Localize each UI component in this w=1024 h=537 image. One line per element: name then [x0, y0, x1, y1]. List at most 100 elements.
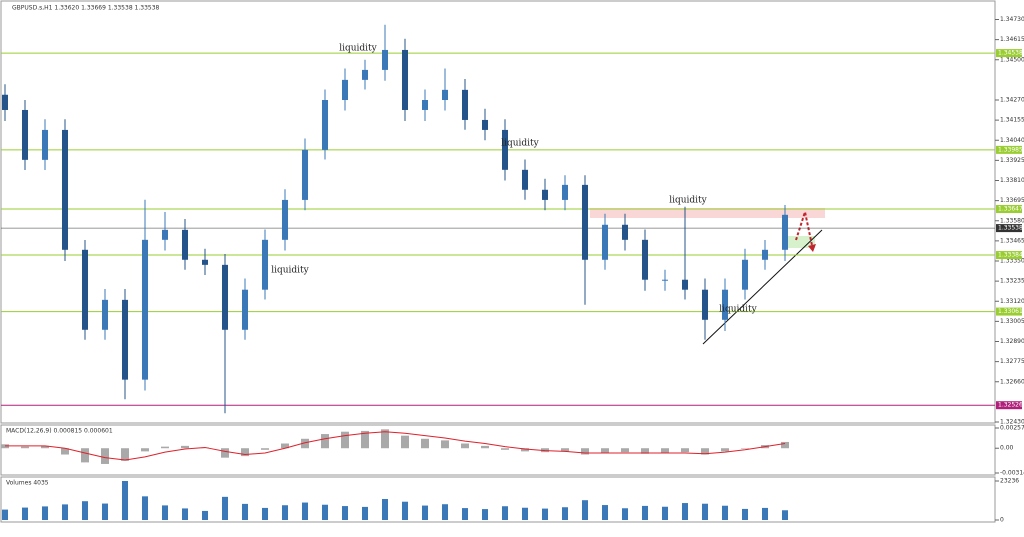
macd-bar	[41, 445, 49, 449]
macd-bar	[561, 448, 569, 452]
macd-bar	[181, 445, 189, 449]
macd-bar	[401, 435, 409, 449]
candle-body	[702, 289, 708, 320]
macd-bar	[521, 448, 529, 452]
supply-zone	[590, 208, 825, 218]
y-tick-label: 1.33925	[1000, 157, 1024, 164]
trend-line	[702, 229, 823, 345]
candle-body	[82, 249, 88, 330]
candle-body	[762, 249, 768, 260]
macd-bar	[321, 434, 329, 449]
y-tick-label: 0.002571	[1000, 425, 1024, 432]
macd-bar	[341, 431, 349, 449]
annotation: liquidity	[271, 266, 309, 276]
y-tick-label: 1.34155	[1000, 117, 1024, 124]
annotation: liquidity	[339, 44, 377, 54]
candle-body	[282, 199, 288, 240]
volume-bar	[202, 510, 208, 520]
volume-bar	[362, 506, 368, 520]
macd-bar	[21, 446, 29, 449]
y-tick-label: 1.32660	[1000, 378, 1024, 385]
y-tick-label: 1.34730	[1000, 16, 1024, 23]
macd-bar	[101, 448, 109, 464]
macd-bar	[641, 448, 649, 454]
annotation: liquidity	[719, 305, 757, 315]
volume-bar	[782, 510, 788, 520]
level-label-bg	[996, 205, 1022, 214]
candle-body	[462, 89, 468, 120]
candle-body	[682, 279, 688, 290]
macd-bar	[61, 448, 69, 455]
candle-body	[502, 129, 508, 170]
candle-body	[542, 189, 548, 200]
volume-bar	[482, 509, 488, 520]
volume-bar	[462, 508, 468, 520]
candle-body	[622, 224, 628, 240]
candle-body	[582, 184, 588, 260]
volume-bar	[82, 501, 88, 520]
level-label-bg	[996, 224, 1022, 233]
candle-body	[322, 100, 328, 150]
annotation: liquidity	[669, 196, 707, 206]
level-label-bg	[996, 251, 1022, 260]
y-tick-label: 1.33350	[1000, 258, 1024, 265]
volume-bar	[302, 502, 308, 520]
volume-bar	[522, 507, 528, 520]
candle-body	[562, 184, 568, 200]
macd-bar	[661, 448, 669, 453]
y-tick-label: 1.32775	[1000, 358, 1024, 365]
candle-body	[62, 129, 68, 250]
macd-bar	[121, 448, 129, 461]
volume-bar	[502, 506, 508, 520]
volume-bar	[662, 506, 668, 520]
candle-body	[522, 169, 528, 190]
volume-panel	[0, 476, 996, 523]
candle-body	[162, 229, 168, 240]
macd-bar	[421, 438, 429, 449]
candle-body	[262, 239, 268, 290]
level-label-bg	[996, 49, 1022, 58]
volume-bar	[162, 505, 168, 520]
candle-body	[782, 214, 788, 250]
macd-bar	[281, 443, 289, 449]
y-tick-label: 1.34270	[1000, 97, 1024, 104]
candle-body	[742, 259, 748, 290]
macd-bar	[741, 448, 749, 449]
volume-bar	[402, 501, 408, 520]
y-tick-label: 0	[1000, 517, 1004, 524]
main-panel	[0, 0, 996, 424]
macd-signal	[5, 431, 786, 461]
arrow-head	[808, 244, 816, 252]
candle-body	[22, 109, 28, 160]
y-tick-label: 1.33235	[1000, 278, 1024, 285]
level-label-bg	[996, 307, 1022, 316]
projection-arrow	[795, 208, 814, 251]
y-tick-label: 1.33580	[1000, 217, 1024, 224]
volume-bar	[2, 509, 8, 520]
candle-body	[362, 69, 368, 80]
volume-bar	[342, 506, 348, 520]
volume-bar	[642, 505, 648, 520]
y-tick-label: 1.32430	[1000, 419, 1024, 426]
macd-bar	[301, 438, 309, 449]
candle-body	[382, 49, 388, 70]
candle-body	[482, 119, 488, 130]
volume-bar	[562, 507, 568, 520]
candle-body	[142, 239, 148, 380]
candle-body	[422, 100, 428, 110]
level-label: 1.32526	[998, 402, 1023, 409]
volume-bar	[762, 507, 768, 520]
macd-panel	[0, 424, 996, 476]
candle-body	[242, 289, 248, 330]
macd-bar	[161, 446, 169, 449]
volume-bar	[622, 508, 628, 520]
level-label: 1.33985	[998, 146, 1023, 153]
volume-bar	[702, 503, 708, 520]
macd-bar	[141, 448, 149, 452]
volume-bar	[742, 508, 748, 520]
volume-bar	[542, 508, 548, 520]
volume-bar	[142, 496, 148, 520]
macd-bar	[241, 448, 249, 457]
